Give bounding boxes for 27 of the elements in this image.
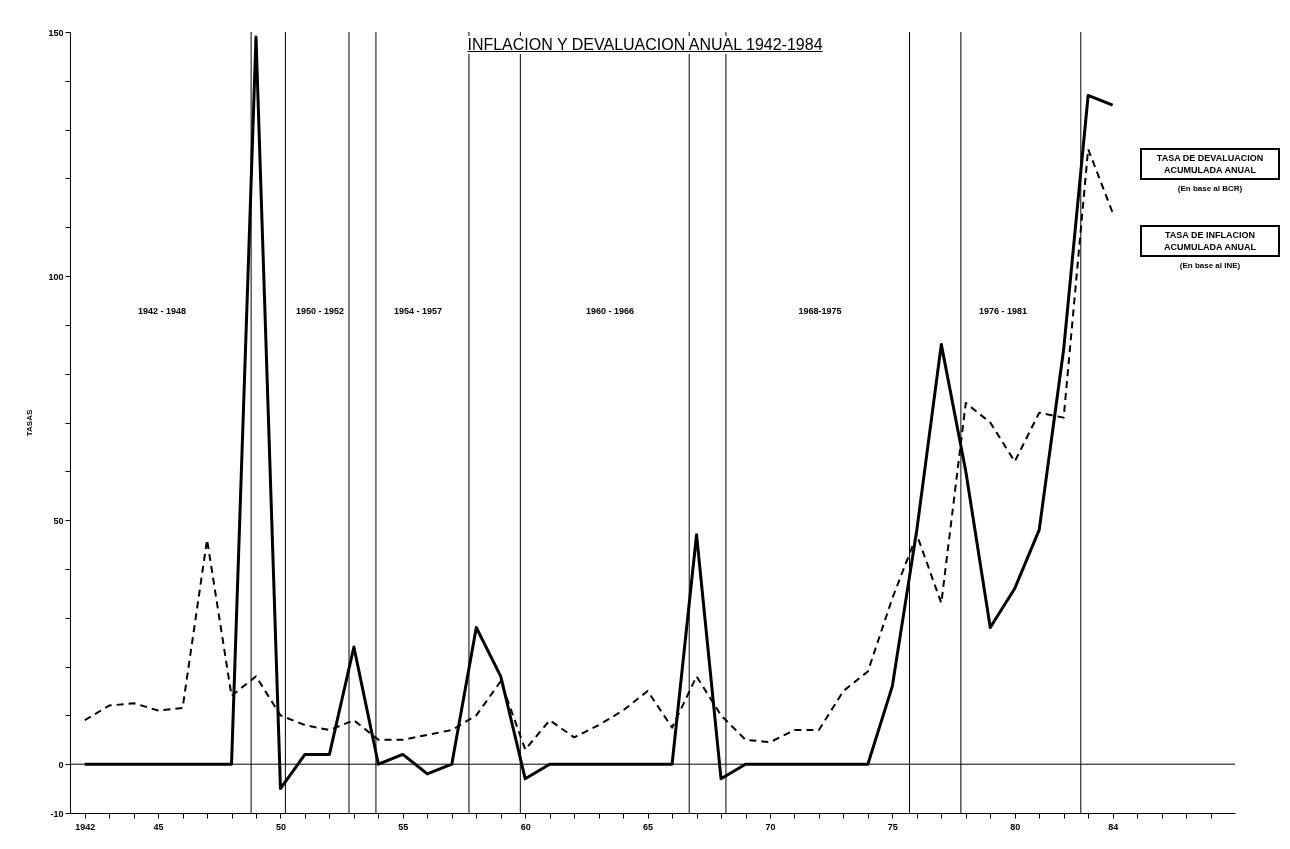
x-tick-label: 84	[1108, 821, 1119, 832]
annotation: (En base al INE)	[1178, 261, 1242, 270]
x-tick-label: 55	[398, 821, 409, 832]
y-tick-label: -10	[50, 808, 64, 819]
text: TASA DE INFLACION ACUMULADA ANUAL	[1140, 225, 1280, 257]
x-tick-label: 60	[520, 821, 531, 832]
annotation: 1942 - 1948	[137, 306, 187, 316]
x-tick-label: 75	[887, 821, 898, 832]
annotation: 1960 - 1966	[585, 306, 635, 316]
x-tick-label: 45	[153, 821, 164, 832]
chart-title: INFLACION Y DEVALUACION ANUAL 1942-1984	[463, 34, 827, 55]
text: TASA DE DEVALUACION ACUMULADA ANUAL	[1140, 148, 1280, 180]
y-tick-label: 150	[48, 27, 64, 38]
x-tick-label: 70	[765, 821, 776, 832]
x-tick-label: 65	[643, 821, 654, 832]
x-tick-label: 1942	[75, 821, 96, 832]
annotation: 1954 - 1957	[393, 306, 443, 316]
y-tick-label: 50	[53, 515, 64, 526]
y-tick-label: 0	[58, 759, 64, 770]
x-tick-label: 50	[275, 821, 286, 832]
annotation: 1950 - 1952	[295, 306, 345, 316]
x-tick-label: 80	[1010, 821, 1021, 832]
y-tick-label: 100	[48, 271, 64, 282]
annotation: 1976 - 1981	[978, 306, 1028, 316]
annotation: (En base al BCR)	[1176, 184, 1244, 193]
annotation: 1968-1975	[798, 306, 842, 316]
y-axis-title: TASAS	[25, 409, 35, 437]
